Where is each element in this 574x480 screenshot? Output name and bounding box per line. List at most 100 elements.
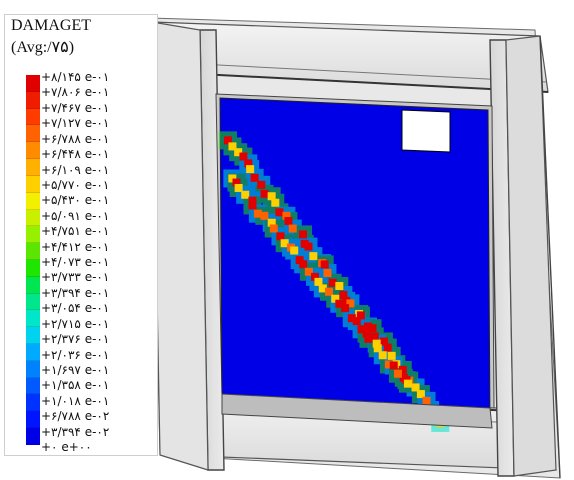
damage-crack-cell [422,396,431,405]
damage-crack-cell [416,390,425,399]
damage-crack-cell [228,142,237,151]
legend-swatch [26,360,40,378]
damage-crack-cell [357,325,366,334]
legend-tick-label: +۷/۴۶۷ e-۰۱ [41,100,110,115]
legend-tick-label: +۲/۷۱۵ e-۰۱ [41,316,110,331]
damage-crack-cell [234,183,243,192]
legend-tick-label: +۲/۳۷۶ e-۰۱ [41,332,110,347]
damage-crack-cell [364,334,373,343]
damage-crack-cell [244,159,253,168]
legend-swatch [26,142,40,160]
damage-crack-cell [290,246,299,255]
damage-crack-cell [387,351,396,360]
damage-crack-cell [398,365,407,374]
damage-crack-cell [280,239,289,248]
legend-swatch [26,327,40,344]
legend-tick-label: +۱/۶۹۷ e-۰۱ [41,362,110,377]
legend-swatch [26,276,40,294]
opening [401,109,451,153]
damage-crack-cell [393,369,402,378]
legend-swatch [26,428,40,445]
damage-crack-cell [234,148,243,157]
damage-crack-cell [314,277,323,286]
damage-crack-cell [379,337,388,346]
damage-crack-cell [411,383,420,392]
damage-crack-cell [253,209,262,218]
legend-tick-label: +۳/۳۹۴ e-۰۱ [41,285,110,300]
damage-crack-cell [260,211,269,220]
damage-crack [223,136,445,427]
legend-swatch [26,159,40,176]
damage-crack-cell [260,189,269,198]
damage-crack-cell [241,190,250,199]
damage-crack-cell [347,314,356,323]
damage-crack-cell [378,351,387,360]
damage-crack-cell [269,224,278,233]
damage-crack-cell [267,192,276,201]
damage-crack-cell [362,329,371,338]
damage-crack-cell [248,201,257,210]
legend-tick-label: +۵/۴۳۰ e-۰۱ [41,193,110,208]
damage-crack-cell [276,232,285,241]
legend-tick-label: +۴/۴۱۲ e-۰۱ [41,239,110,254]
damage-crack-cell [363,322,372,331]
legend-swatch [26,344,40,361]
legend-tick-label: +۳/۷۳۳ e-۰۱ [41,270,110,285]
damage-crack-cell [370,332,379,341]
damage-crack-cell [271,198,280,207]
damage-crack-cell [284,217,293,226]
damage-crack-cell [325,287,334,296]
legend-swatch [26,75,40,92]
damage-crack-cell [223,136,232,145]
legend-swatch [26,125,40,143]
legend-swatch [26,310,40,328]
damage-crack-cell [239,152,248,161]
legend-tick-label: +۴/۰۷۳ e-۰۱ [41,255,110,269]
legend-tick-label: +۷/۸۰۶ e-۰۱ [41,85,110,100]
legend-swatch [26,209,40,227]
damage-crack-cell [228,174,237,183]
legend-tick-label: +۴/۷۵۱ e-۰۱ [41,224,110,239]
damage-crack-cell [246,165,255,174]
damage-crack-cell [335,282,344,291]
legend-tick-label: +۷/۱۲۷ e-۰۱ [41,116,110,131]
legend-tick-label: +۰ e+۰۰ [41,440,92,454]
legend-tick-label: +۲/۰۳۶ e-۰۱ [41,347,110,362]
damage-crack-cell [267,218,276,227]
damage-crack-cell [403,379,412,388]
damage-crack-cell [299,260,308,269]
damage-crack-cell [335,299,344,308]
legend-tick-label: +۶/۱۰۹ e-۰۱ [41,162,110,177]
legend-swatch [26,259,40,277]
damage-crack-cell [383,343,392,352]
legend-color-bar [26,75,40,445]
legend-swatch [26,192,40,210]
legend-subtitle: (Avg:/۷۵) [11,39,75,56]
damage-crack-cell [372,339,381,348]
damage-crack-cell [352,317,361,326]
legend-swatch [26,377,40,395]
damage-crack-cell [248,196,257,205]
damage-crack-cell [384,360,393,369]
damage-crack-cell [299,230,308,239]
legend-tick-label: +۶/۴۴۸ e-۰۱ [41,147,110,162]
damage-crack-cell [331,294,340,303]
damage-crack-cell [288,224,297,233]
damage-crack-cell [368,324,377,333]
legend-tick-label: +۶/۷۸۸ e-۰۱ [41,131,110,146]
legend-tick-label: +۳/۳۹۴ e-۰۲ [41,424,110,439]
legend-tick-label: +۳/۰۵۴ e-۰۱ [41,301,110,316]
legend-tick-label: +۱/۳۵۸ e-۰۱ [41,378,110,393]
damage-crack-cell [389,361,398,370]
damage-crack-cell [309,252,318,261]
damage-crack-cell [282,211,291,220]
damage-crack-cell [232,178,241,187]
legend-tick-label: +۸/۱۴۵ e-۰۱ [41,70,110,84]
damage-legend: DAMAGET (Avg:/۷۵) +۸/۱۴۵ e-۰۱ +۷/۸۰۶ e-۰۱… [4,14,158,456]
legend-tick-label: +۵/۷۷۰ e-۰۱ [41,177,110,192]
damage-crack-cell [275,208,284,217]
damage-crack-cell [320,260,329,269]
damage-crack-cell [250,173,259,182]
damage-crack-cell [295,256,304,265]
legend-swatch [26,293,40,311]
